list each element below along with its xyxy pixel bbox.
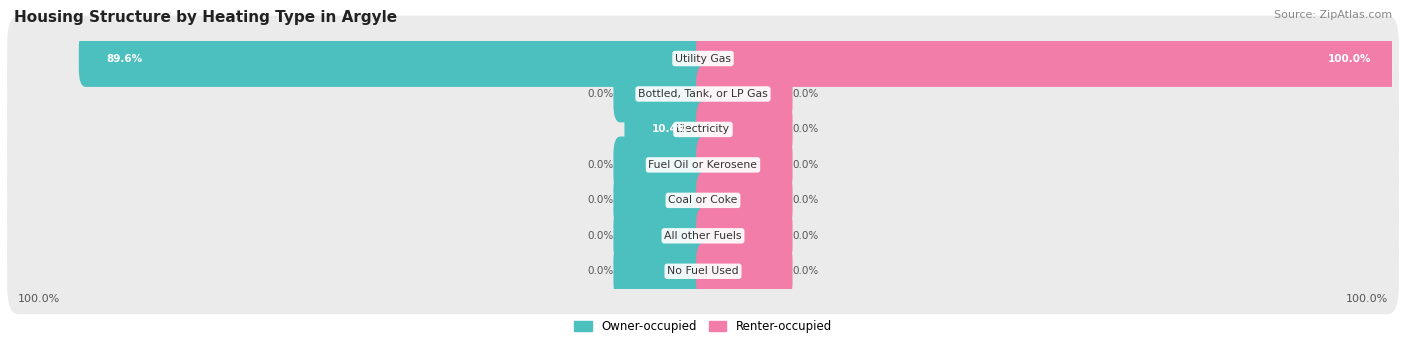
FancyBboxPatch shape [7,16,1399,101]
FancyBboxPatch shape [613,207,710,264]
Text: Utility Gas: Utility Gas [675,53,731,64]
Text: 0.0%: 0.0% [588,195,613,205]
Text: 0.0%: 0.0% [793,231,818,241]
FancyBboxPatch shape [7,193,1399,279]
FancyBboxPatch shape [696,207,793,264]
Text: 100.0%: 100.0% [1327,53,1371,64]
Text: Electricity: Electricity [676,124,730,134]
FancyBboxPatch shape [696,243,793,300]
FancyBboxPatch shape [613,172,710,229]
FancyBboxPatch shape [7,87,1399,172]
FancyBboxPatch shape [696,30,1399,87]
Text: Housing Structure by Heating Type in Argyle: Housing Structure by Heating Type in Arg… [14,10,396,25]
Text: 0.0%: 0.0% [588,231,613,241]
Text: 0.0%: 0.0% [588,89,613,99]
Text: 89.6%: 89.6% [107,53,142,64]
FancyBboxPatch shape [696,66,793,122]
Text: Coal or Coke: Coal or Coke [668,195,738,205]
FancyBboxPatch shape [613,243,710,300]
Text: Bottled, Tank, or LP Gas: Bottled, Tank, or LP Gas [638,89,768,99]
Text: 0.0%: 0.0% [588,160,613,170]
FancyBboxPatch shape [7,157,1399,243]
Text: 0.0%: 0.0% [793,160,818,170]
Text: 100.0%: 100.0% [1346,294,1388,304]
FancyBboxPatch shape [7,228,1399,314]
Text: 100.0%: 100.0% [18,294,60,304]
FancyBboxPatch shape [7,51,1399,137]
FancyBboxPatch shape [696,101,793,158]
Text: Source: ZipAtlas.com: Source: ZipAtlas.com [1274,10,1392,20]
FancyBboxPatch shape [696,172,793,229]
Text: 0.0%: 0.0% [793,124,818,134]
FancyBboxPatch shape [624,101,710,158]
Legend: Owner-occupied, Renter-occupied: Owner-occupied, Renter-occupied [569,315,837,338]
Text: 0.0%: 0.0% [793,266,818,276]
FancyBboxPatch shape [613,137,710,193]
Text: 0.0%: 0.0% [793,89,818,99]
FancyBboxPatch shape [613,66,710,122]
Text: 10.4%: 10.4% [652,124,689,134]
FancyBboxPatch shape [7,122,1399,208]
FancyBboxPatch shape [79,30,710,87]
Text: 0.0%: 0.0% [793,195,818,205]
Text: All other Fuels: All other Fuels [664,231,742,241]
FancyBboxPatch shape [696,137,793,193]
Text: No Fuel Used: No Fuel Used [668,266,738,276]
Text: 0.0%: 0.0% [588,266,613,276]
Text: Fuel Oil or Kerosene: Fuel Oil or Kerosene [648,160,758,170]
